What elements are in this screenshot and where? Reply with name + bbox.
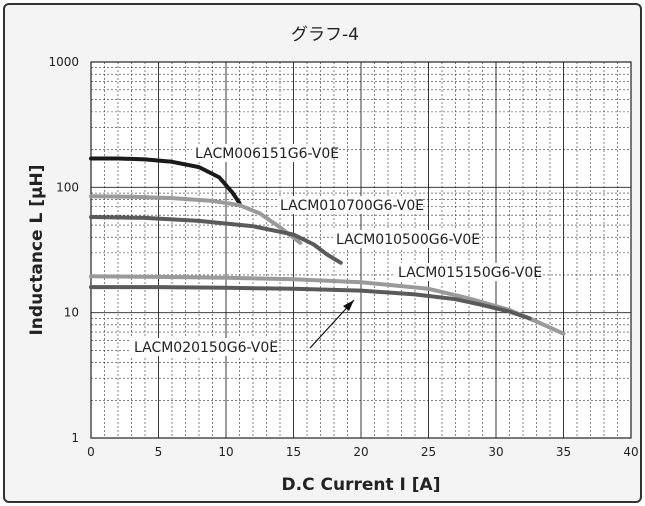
series-label-background xyxy=(333,230,472,248)
x-tick-labels: 0 5 10 15 20 25 30 35 40 xyxy=(87,445,638,459)
x-tick-label: 15 xyxy=(286,445,301,459)
series-label-background xyxy=(395,263,534,281)
series-label-background xyxy=(192,144,331,162)
leader-arrowhead xyxy=(343,300,354,311)
minor-grid xyxy=(91,62,631,438)
series-label: LACM010700G6-V0E xyxy=(280,198,424,214)
series-labels: LACM006151G6-V0E LACM010700G6-V0E LACM0105… xyxy=(131,144,542,356)
series-lines xyxy=(89,156,566,336)
y-tick-label: 1 xyxy=(71,431,79,445)
series-line-lacm020150g6-v0e xyxy=(89,285,532,321)
x-tick-label: 40 xyxy=(623,445,638,459)
series-label: LACM010500G6-V0E xyxy=(336,232,480,248)
x-tick-label: 30 xyxy=(488,445,503,459)
series-line-lacm010700g6-v0e xyxy=(89,194,303,245)
x-tick-label: 10 xyxy=(218,445,233,459)
plot-border xyxy=(90,61,632,439)
x-tick-label: 20 xyxy=(353,445,368,459)
y-tick-labels: 1 10 100 1000 xyxy=(48,55,79,445)
x-tick-label: 5 xyxy=(155,445,163,459)
y-tick-label: 10 xyxy=(64,306,79,320)
series-label: LACM015150G6-V0E xyxy=(398,265,542,281)
series-label: LACM006151G6-V0E xyxy=(195,146,339,162)
series-label: LACM020150G6-V0E xyxy=(134,340,278,356)
series-line-lacm010500g6-v0e xyxy=(89,215,343,265)
x-tick-label: 0 xyxy=(87,445,95,459)
y-tick-label: 1000 xyxy=(48,55,79,69)
major-grid xyxy=(91,62,631,438)
series-label-background xyxy=(131,338,270,356)
x-axis-label: D.C Current I [A] xyxy=(282,475,441,495)
y-axis-label: Inductance L [μH] xyxy=(27,164,47,335)
series-label-background xyxy=(277,196,416,214)
chart-title: グラフ-4 xyxy=(291,25,359,45)
x-tick-label: 25 xyxy=(421,445,436,459)
x-tick-label: 35 xyxy=(556,445,571,459)
y-tick-label: 100 xyxy=(56,180,79,194)
series-line-lacm006151g6-v0e xyxy=(89,156,242,205)
